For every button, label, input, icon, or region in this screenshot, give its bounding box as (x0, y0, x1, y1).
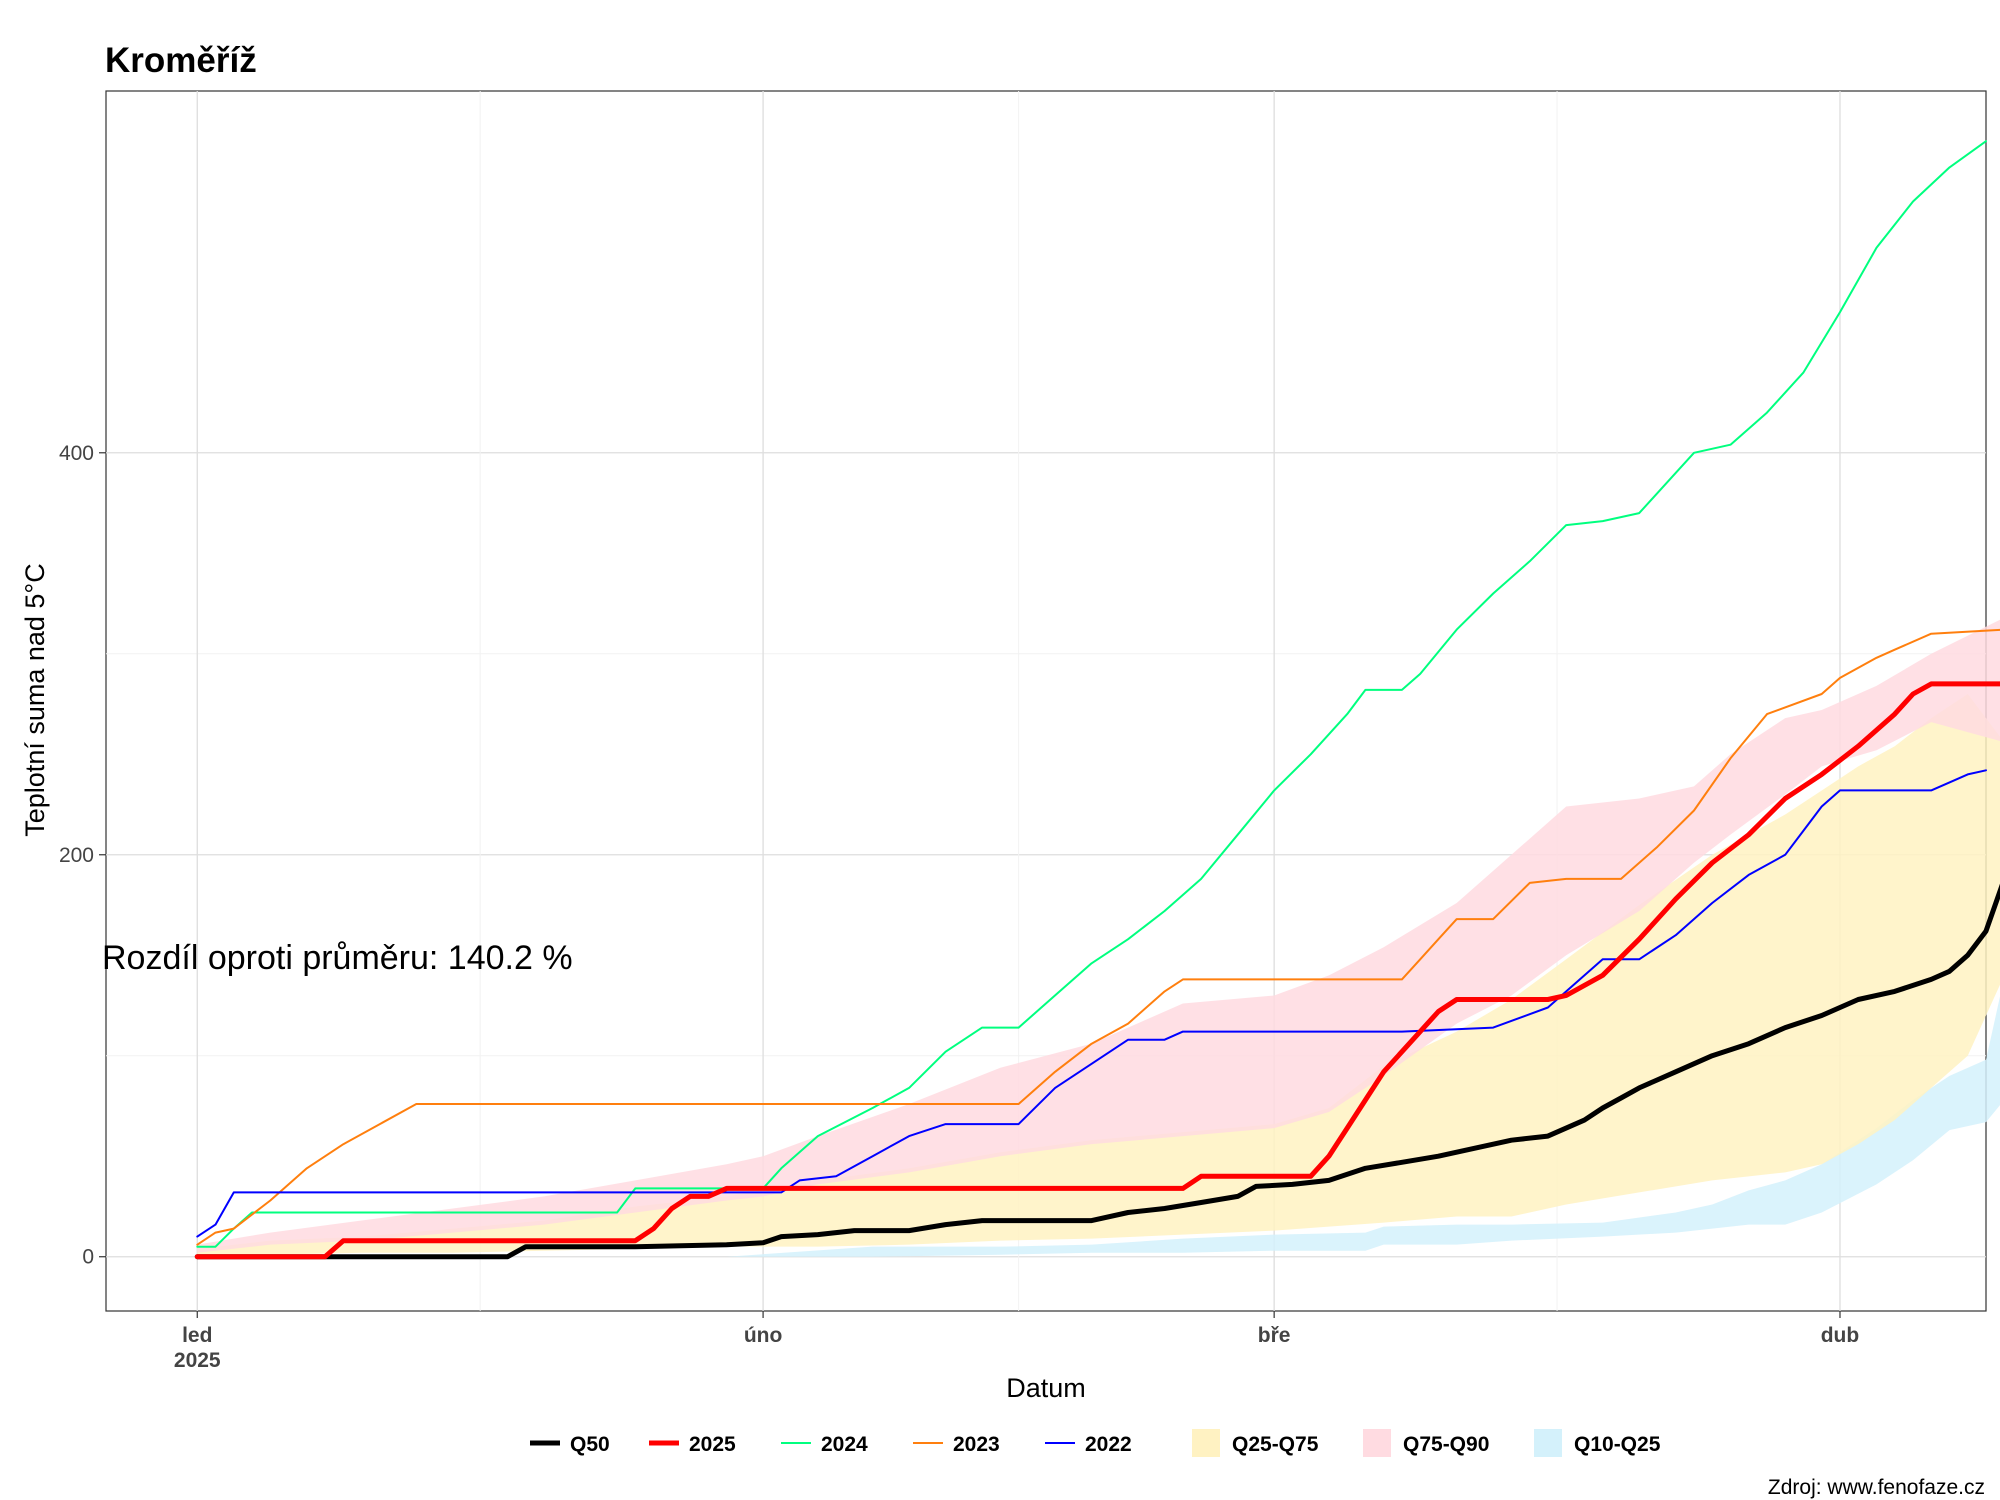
quantile-bands (197, 619, 2000, 1257)
legend-label: Q25-Q75 (1232, 1433, 1319, 1456)
y-tick-label: 0 (82, 1246, 94, 1269)
legend-label: Q10-Q25 (1574, 1433, 1661, 1456)
y-axis-title: Teplotní suma nad 5°C (20, 563, 50, 836)
y-tick-label: 400 (59, 442, 94, 465)
y-tick-label: 200 (59, 844, 94, 867)
legend-label: Q75-Q90 (1403, 1433, 1489, 1456)
series-line-q50 (194, 883, 2000, 1260)
legend-key-q25-q75 (1192, 1429, 1220, 1457)
chart-title: Kroměříž (105, 41, 257, 80)
x-tick-label: led (182, 1324, 212, 1347)
series-lines (194, 140, 2000, 1260)
legend-label: 2022 (1085, 1433, 1132, 1456)
x-tick-sublabel: 2025 (174, 1349, 221, 1372)
source-note: Zdroj: www.fenofaze.cz (1768, 1476, 1985, 1499)
legend-label: 2023 (953, 1433, 1000, 1456)
series-line-2025 (194, 681, 2000, 1260)
band-q25-q75 (197, 693, 2000, 1257)
band-q75-q90 (197, 619, 2000, 1253)
legend-key-q75-q90 (1363, 1429, 1391, 1457)
series-line-2022 (196, 769, 1987, 1238)
legend: Q50 2025 2024 2023 2022 Q25-Q75 Q75-Q90 Q10-Q25 (530, 1429, 1661, 1457)
x-tick-label: dub (1821, 1324, 1859, 1347)
series-line-2024 (196, 140, 1987, 1248)
legend-label: 2025 (689, 1433, 736, 1456)
difference-annotation: Rozdíl oproti průměru: 140.2 % (102, 939, 573, 977)
x-axis-title: Datum (1006, 1373, 1086, 1403)
x-tick-label: úno (744, 1324, 782, 1347)
series-line-2023 (196, 628, 2000, 1246)
legend-key-q10-q25 (1534, 1429, 1562, 1457)
legend-label: Q50 (570, 1433, 610, 1456)
legend-label: 2024 (821, 1433, 868, 1456)
x-tick-label: bře (1258, 1324, 1291, 1347)
